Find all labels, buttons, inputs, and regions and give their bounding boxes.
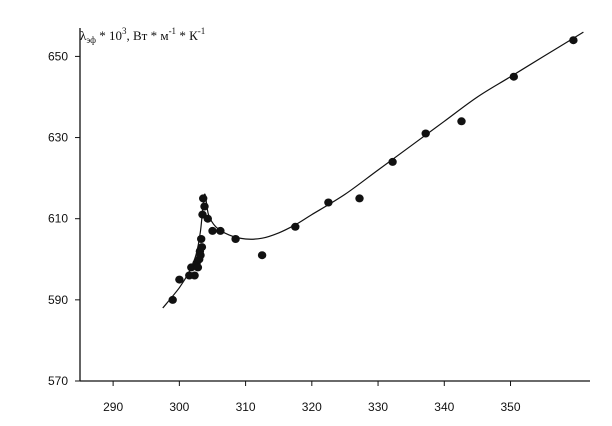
data-points-layer: [168, 36, 578, 304]
data-point: [257, 251, 267, 260]
data-point: [457, 117, 466, 126]
data-point: [291, 222, 300, 231]
data-point: [168, 295, 177, 304]
x-tick-label: 320: [302, 400, 322, 414]
y-tick-label: 630: [48, 131, 68, 145]
y-label-units-mid: * К: [176, 28, 198, 43]
data-point: [216, 226, 225, 235]
x-tick-label: 340: [434, 400, 454, 414]
y-label-subscript: эф: [86, 35, 96, 45]
data-point: [197, 235, 206, 243]
y-label-multiplier: * 10: [96, 28, 122, 43]
axes: 290 300 310 320 330 340 350 570 590 610 630 650: [48, 28, 590, 414]
y-tick-label: 590: [48, 293, 68, 307]
x-tick-label: 300: [169, 400, 189, 414]
y-tick-label: 650: [48, 49, 68, 63]
data-point: [569, 36, 578, 45]
data-point: [203, 214, 212, 223]
data-point: [324, 198, 333, 207]
x-tick-label: 350: [501, 400, 521, 414]
data-point: [421, 129, 430, 138]
data-point: [231, 235, 240, 243]
y-tick-label: 570: [48, 374, 68, 388]
y-label-symbol: λ: [80, 28, 87, 43]
data-point: [197, 243, 207, 252]
data-point: [193, 263, 203, 272]
fit-curve: [162, 31, 584, 309]
y-label-exponent: 3: [122, 26, 127, 36]
data-point: [190, 271, 199, 280]
data-point: [509, 72, 518, 81]
data-point: [355, 194, 364, 203]
y-label-units-exp2: -1: [198, 26, 206, 36]
x-tick-label: 310: [236, 400, 256, 414]
x-tick-label: 330: [368, 400, 388, 414]
x-tick-label: 290: [103, 400, 123, 414]
data-point: [175, 275, 184, 284]
data-point: [208, 226, 217, 235]
y-tick-label: 610: [48, 212, 68, 226]
y-label-units: , Вт * м: [126, 28, 168, 43]
data-point: [388, 157, 397, 166]
y-axis-label: λэф * 103, Вт * м-1 * К-1: [80, 26, 205, 45]
fit-curve-layer: [162, 31, 584, 309]
y-label-units-exp1: -1: [169, 26, 177, 36]
data-point: [199, 194, 208, 203]
data-point: [200, 202, 209, 211]
data-point: [196, 251, 205, 260]
